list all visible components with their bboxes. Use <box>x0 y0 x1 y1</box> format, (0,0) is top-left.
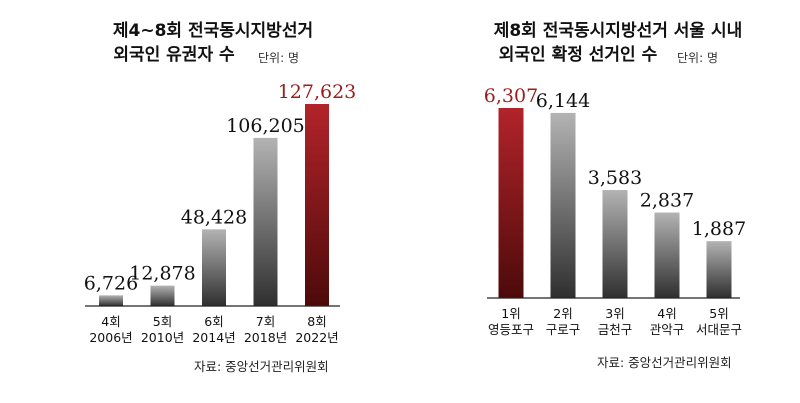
category-label-line1-4: 7회 <box>256 314 275 329</box>
category-label-line1-2: 2위 <box>553 306 572 321</box>
category-label-line1-1: 1위 <box>501 306 520 321</box>
left-chart-title-line2: 외국인 유권자 수 <box>113 45 235 65</box>
value-label-4: 2,837 <box>640 190 694 212</box>
value-label-4: 106,205 <box>226 115 305 137</box>
right-chart-panel: 제8회 전국동시지방선거 서울 시내 외국인 확정 선거인 수 단위: 명 6,… <box>400 0 800 403</box>
value-label-2: 12,878 <box>129 263 195 285</box>
left-chart-title-line1: 제4~8회 전국동시지방선거 <box>112 21 314 41</box>
bar-1 <box>498 108 524 298</box>
category-label-line1-2: 5회 <box>153 314 172 329</box>
bar-4 <box>654 212 680 298</box>
bar-2 <box>550 112 576 298</box>
value-label-1: 6,726 <box>84 272 138 294</box>
right-chart-unit: 단위: 명 <box>677 51 718 65</box>
bar-2 <box>150 285 175 306</box>
bar-5 <box>706 241 732 298</box>
left-chart-source: 자료: 중앙선거관리위원회 <box>194 359 329 374</box>
bar-5 <box>305 104 329 306</box>
category-label-line1-1: 4회 <box>101 314 120 329</box>
category-label-line1-5: 5위 <box>709 306 728 321</box>
category-label-line2-2: 2010년 <box>141 330 184 345</box>
value-label-5: 127,623 <box>278 81 357 103</box>
category-label-line1-3: 3위 <box>605 306 624 321</box>
right-chart-source: 자료: 중앙선거관리위원회 <box>597 355 732 370</box>
category-label-line2-3: 금천구 <box>598 322 633 337</box>
value-label-5: 1,887 <box>692 218 746 240</box>
bar-3 <box>602 190 628 298</box>
category-label-line2-2: 구로구 <box>546 322 581 337</box>
category-label-line2-4: 관악구 <box>650 322 685 337</box>
value-label-2: 6,144 <box>536 90 590 112</box>
bar-1 <box>99 295 123 306</box>
category-label-line2-1: 2006년 <box>89 330 132 345</box>
category-label-line2-1: 영등포구 <box>488 322 534 337</box>
left-chart-unit: 단위: 명 <box>258 51 299 65</box>
value-label-3: 3,583 <box>588 167 642 189</box>
category-label-line2-3: 2014년 <box>192 330 235 345</box>
bar-3 <box>202 229 226 306</box>
category-label-line2-4: 2018년 <box>244 330 287 345</box>
value-label-3: 48,428 <box>181 206 247 228</box>
category-label-line2-5: 서대문구 <box>696 322 742 337</box>
right-chart-title-line2: 외국인 확정 선거인 수 <box>498 45 658 65</box>
category-label-line1-5: 8회 <box>307 314 326 329</box>
value-label-1: 6,307 <box>484 85 538 107</box>
bar-4 <box>253 137 278 306</box>
category-label-line2-5: 2022년 <box>295 330 338 345</box>
category-label-line1-3: 6회 <box>204 314 223 329</box>
category-label-line1-4: 4위 <box>657 306 676 321</box>
right-chart-title-line1: 제8회 전국동시지방선거 서울 시내 <box>493 21 743 41</box>
left-chart-panel: 제4~8회 전국동시지방선거 외국인 유권자 수 단위: 명 6,726 4회 20… <box>84 21 357 374</box>
